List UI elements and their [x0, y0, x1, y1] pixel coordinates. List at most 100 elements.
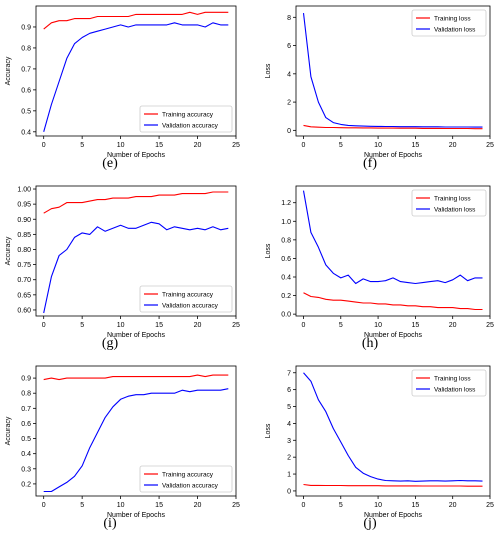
y-tick-label: 1.2 [281, 200, 291, 207]
chart-panel-3: 0 5 10 15 20 25 0.60 0.65 0.70 0.75 0.80 0.85 0.90 0.… [5, 185, 240, 339]
legend-box [411, 9, 487, 37]
chart-panel-5: 0 5 10 15 20 25 0.2 0.3 0.4 0.5 0.6 0.7 0.8 0.9 Number… [5, 365, 240, 519]
y-tick-label: 0.3 [21, 466, 31, 473]
y-tick-label: 0.8 [281, 237, 291, 244]
y-tick-label: 0.7 [21, 406, 31, 413]
y-tick-label: 0.95 [17, 202, 31, 209]
x-tick-label: 10 [374, 502, 382, 509]
plot-frame [35, 5, 237, 137]
x-tick-label: 10 [117, 322, 125, 329]
legend: Training accuracy Validation accuracy [139, 465, 233, 493]
y-tick-label: 0.70 [17, 277, 31, 284]
series-line-validation-accuracy [43, 388, 229, 493]
x-tick-label: 25 [486, 322, 494, 329]
legend-label: Validation accuracy [162, 123, 219, 130]
y-axis-label: Loss [265, 423, 272, 438]
series-line-validation-loss [302, 190, 483, 285]
series-line-training-loss [303, 483, 483, 487]
x-tick-label: 10 [374, 142, 382, 149]
y-tick-label: 0.8 [21, 45, 31, 52]
x-tick-label: 10 [374, 322, 382, 329]
plot-frame [295, 365, 491, 497]
x-tick-label: 20 [194, 322, 202, 329]
y-tick-label: 0.5 [21, 436, 31, 443]
legend-label: Validation loss [434, 27, 476, 34]
series-line-validation-accuracy [43, 22, 229, 132]
legend-label: Validation loss [434, 387, 476, 394]
y-tick-label: 0.65 [17, 292, 31, 299]
legend-label: Validation accuracy [162, 303, 219, 310]
plot-frame [35, 365, 237, 497]
y-tick-label: 0.2 [281, 293, 291, 300]
x-tick-label: 20 [194, 142, 202, 149]
y-axis-label: Accuracy [5, 416, 12, 445]
y-tick-label: 0.5 [21, 108, 31, 115]
y-axis-label: Accuracy [5, 56, 12, 85]
legend-box [139, 285, 233, 313]
legend-label: Training loss [434, 376, 471, 383]
x-tick-label: 15 [155, 142, 163, 149]
legend-label: Validation accuracy [162, 483, 219, 490]
legend: Training loss Validation loss [411, 189, 487, 217]
y-tick-label: 0.4 [21, 451, 31, 458]
panel-label: (g) [101, 336, 119, 351]
legend-label: Validation loss [434, 207, 476, 214]
legend-box [411, 369, 487, 397]
y-tick-label: 1.0 [281, 219, 291, 226]
x-tick-label: 0 [42, 502, 46, 509]
plot-frame [295, 185, 491, 317]
plot-frame [35, 185, 237, 317]
x-tick-label: 25 [232, 502, 240, 509]
x-axis-label: Number of Epochs [364, 332, 422, 339]
legend-box [139, 105, 233, 133]
y-tick-label: 0.4 [21, 129, 31, 136]
series-line-training-accuracy [43, 191, 229, 214]
y-tick-label: 5 [287, 404, 291, 411]
y-axis-label: Loss [265, 243, 272, 258]
x-tick-label: 0 [302, 142, 306, 149]
y-tick-label: 8 [287, 15, 291, 22]
x-tick-label: 20 [449, 502, 457, 509]
legend-label: Training loss [434, 196, 471, 203]
x-tick-label: 25 [486, 142, 494, 149]
chart-panel-4: 0 5 10 15 20 25 0.0 0.2 0.4 0.6 0.8 1.0 1.2 Number of… [265, 185, 494, 339]
y-tick-label: 4 [287, 421, 291, 428]
panel-label: (i) [103, 516, 117, 531]
series-line-training-accuracy [43, 374, 229, 381]
y-tick-label: 0.80 [17, 247, 31, 254]
x-tick-label: 15 [411, 142, 419, 149]
plot-frame [295, 5, 491, 137]
x-tick-label: 25 [232, 142, 240, 149]
panel-label: (h) [361, 336, 379, 351]
x-tick-label: 0 [302, 502, 306, 509]
y-tick-label: 3 [287, 438, 291, 445]
y-tick-label: 2 [287, 100, 291, 107]
y-tick-label: 0.60 [17, 307, 31, 314]
x-axis-label: Number of Epochs [107, 512, 165, 519]
legend: Training accuracy Validation accuracy [139, 285, 233, 313]
legend-box [411, 189, 487, 217]
y-tick-label: 6 [287, 43, 291, 50]
x-tick-label: 25 [232, 322, 240, 329]
series-line-validation-accuracy [43, 221, 229, 314]
x-tick-label: 5 [339, 142, 343, 149]
chart-panel-2: 0 5 10 15 20 25 0 2 4 6 8 Number of Epochs Loss Train… [265, 5, 494, 159]
y-tick-label: 6 [287, 387, 291, 394]
series-line-training-loss [303, 124, 483, 130]
x-tick-label: 15 [155, 322, 163, 329]
y-tick-label: 0.8 [21, 391, 31, 398]
x-tick-label: 15 [411, 322, 419, 329]
x-tick-label: 0 [42, 322, 46, 329]
x-tick-label: 5 [80, 502, 84, 509]
series-line-training-accuracy [43, 11, 229, 30]
y-tick-label: 7 [287, 370, 291, 377]
y-tick-label: 0.9 [21, 24, 31, 31]
y-tick-label: 0 [287, 128, 291, 135]
y-tick-label: 0.4 [281, 275, 291, 282]
x-tick-label: 20 [449, 322, 457, 329]
y-tick-label: 0.6 [21, 87, 31, 94]
y-tick-label: 0.7 [21, 66, 31, 73]
y-axis-label: Loss [265, 63, 272, 78]
y-tick-label: 2 [287, 455, 291, 462]
